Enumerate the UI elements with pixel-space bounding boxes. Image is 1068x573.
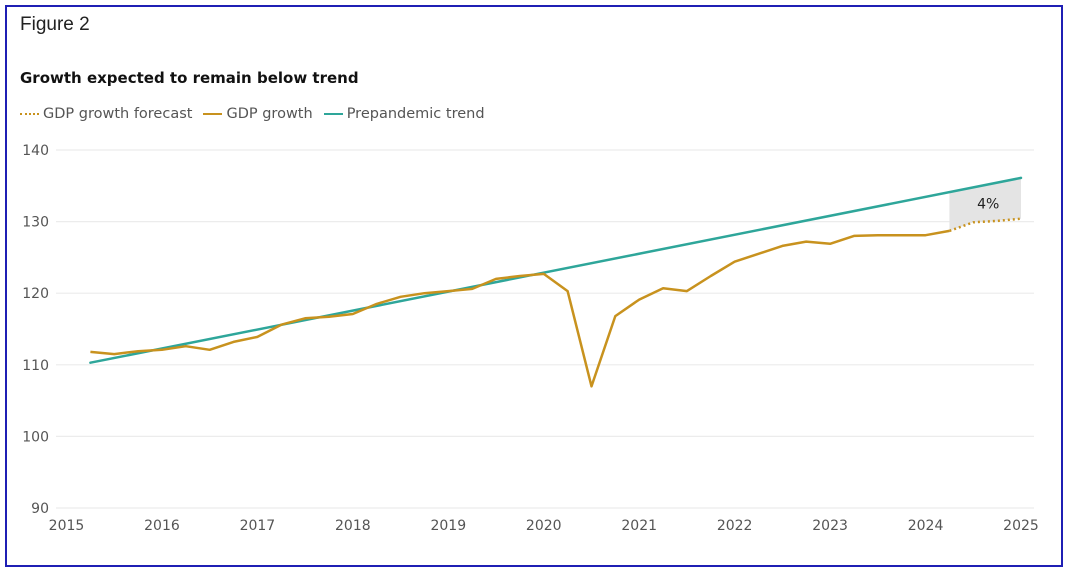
x-tick-label-2023: 2023 — [812, 518, 848, 534]
legend-item-trend: Prepandemic trend — [323, 106, 485, 122]
legend-label-forecast: GDP growth forecast — [43, 106, 193, 122]
series-line-gdp-forecast — [948, 217, 1022, 233]
y-axis-ticks: 90 100 110 120 130 140 — [22, 143, 49, 517]
x-tick-label-2021: 2021 — [621, 518, 657, 534]
y-tick-label-110: 110 — [22, 358, 49, 374]
shaded-gap-region — [949, 177, 1021, 231]
x-tick-label-2024: 2024 — [908, 518, 944, 534]
legend-swatch-gdp — [203, 113, 223, 115]
legend-swatch-forecast — [20, 113, 39, 115]
x-tick-label-2017: 2017 — [240, 518, 276, 534]
series-line-prepandemic-trend — [89, 176, 1023, 364]
chart-title: Growth expected to remain below trend — [20, 69, 359, 87]
x-tick-label-2022: 2022 — [717, 518, 753, 534]
y-tick-label-90: 90 — [31, 501, 49, 517]
legend-item-gdp: GDP growth — [203, 106, 313, 122]
legend-swatch-trend — [323, 113, 343, 115]
x-tick-label-2018: 2018 — [335, 518, 371, 534]
legend-item-forecast: GDP growth forecast — [20, 106, 192, 122]
gap-annotation-label: 4% — [977, 196, 999, 212]
legend: GDP growth forecast GDP growth Prepandem… — [20, 106, 496, 122]
y-tick-label-100: 100 — [22, 429, 49, 445]
legend-label-trend: Prepandemic trend — [346, 106, 485, 122]
x-tick-label-2020: 2020 — [526, 518, 562, 534]
x-tick-label-2019: 2019 — [430, 518, 466, 534]
y-tick-label-130: 130 — [22, 215, 49, 231]
legend-label-gdp: GDP growth — [226, 106, 313, 122]
gridlines — [56, 149, 1034, 509]
x-tick-label-2025: 2025 — [1003, 518, 1039, 534]
series-group — [89, 176, 1023, 388]
x-axis-ticks: 2015 2016 2017 2018 2019 2020 2021 2022 2023 2024… — [49, 518, 1039, 534]
figure-frame — [5, 5, 1063, 567]
series-line-gdp-growth — [90, 229, 950, 388]
x-tick-label-2016: 2016 — [144, 518, 180, 534]
y-tick-label-120: 120 — [22, 286, 49, 302]
y-tick-label-140: 140 — [22, 143, 49, 159]
figure-label: Figure 2 — [20, 14, 90, 35]
x-tick-label-2015: 2015 — [49, 518, 85, 534]
annotations: 4% — [949, 177, 1021, 231]
